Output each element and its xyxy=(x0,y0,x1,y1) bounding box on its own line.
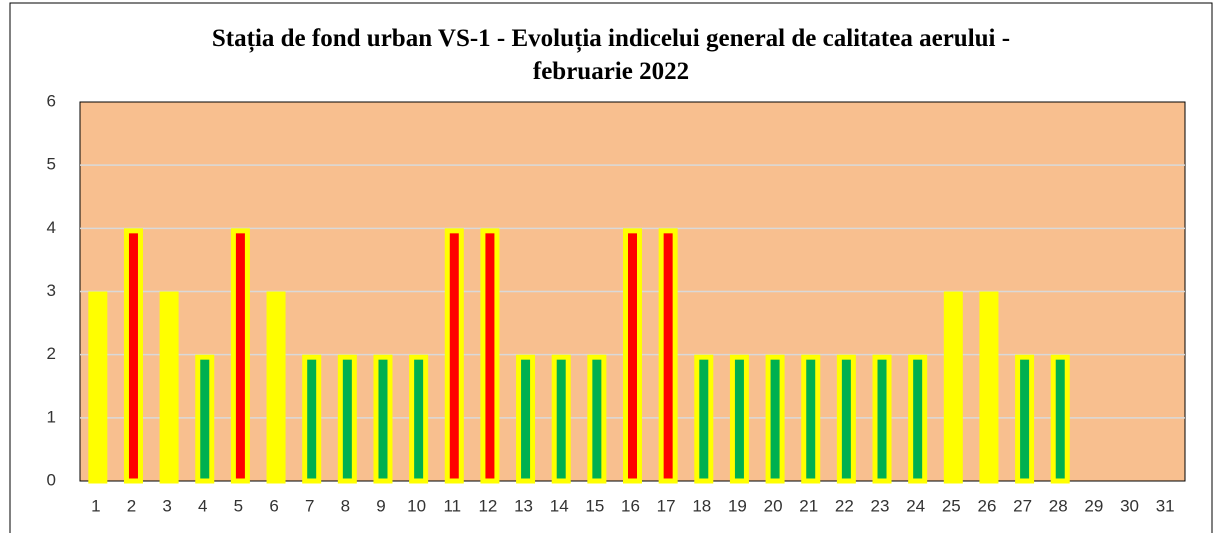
bar xyxy=(123,228,143,484)
bar xyxy=(836,354,856,484)
bar xyxy=(195,354,215,484)
y-tick-label: 2 xyxy=(47,344,56,363)
chart-frame xyxy=(9,2,1213,533)
x-tick-label: 1 xyxy=(91,496,100,515)
bar xyxy=(587,354,607,484)
bar xyxy=(337,354,357,484)
x-tick-label: 19 xyxy=(728,496,747,515)
x-tick-label: 16 xyxy=(621,496,640,515)
bar xyxy=(943,291,963,484)
bar xyxy=(230,228,250,484)
x-tick-label: 20 xyxy=(764,496,783,515)
bar xyxy=(658,228,678,484)
x-tick-label: 2 xyxy=(127,496,136,515)
bar xyxy=(623,228,642,484)
y-tick-label: 1 xyxy=(47,407,56,426)
x-tick-label: 21 xyxy=(799,496,818,515)
x-tick-label: 13 xyxy=(514,496,533,515)
bar xyxy=(409,354,429,484)
bar xyxy=(694,354,714,484)
x-tick-label: 12 xyxy=(478,496,497,515)
x-tick-label: 28 xyxy=(1049,496,1068,515)
x-tick-label: 6 xyxy=(269,496,278,515)
x-tick-label: 18 xyxy=(692,496,711,515)
x-tick-label: 29 xyxy=(1084,496,1103,515)
bar xyxy=(729,354,749,484)
y-tick-label: 0 xyxy=(47,470,56,489)
x-tick-label: 23 xyxy=(871,496,890,515)
y-tick-label: 4 xyxy=(47,218,56,237)
bar xyxy=(444,228,464,484)
x-tick-label: 25 xyxy=(942,496,961,515)
y-tick-label: 6 xyxy=(47,91,56,110)
x-tick-label: 9 xyxy=(376,496,385,515)
x-tick-label: 30 xyxy=(1120,496,1139,515)
y-tick-label: 3 xyxy=(47,281,56,300)
bar xyxy=(302,354,322,484)
x-tick-label: 22 xyxy=(835,496,854,515)
x-tick-label: 26 xyxy=(977,496,996,515)
y-tick-label: 5 xyxy=(47,155,56,174)
x-tick-label: 5 xyxy=(234,496,243,515)
bar xyxy=(765,354,785,484)
x-tick-label: 14 xyxy=(550,496,569,515)
bar xyxy=(908,354,928,484)
x-tick-label: 17 xyxy=(657,496,676,515)
bar xyxy=(979,291,999,484)
x-tick-label: 4 xyxy=(198,496,207,515)
bar xyxy=(266,291,286,484)
bar xyxy=(872,354,892,484)
x-tick-label: 31 xyxy=(1156,496,1175,515)
bar xyxy=(1050,354,1070,484)
x-tick-label: 11 xyxy=(443,496,461,515)
x-tick-label: 15 xyxy=(585,496,604,515)
bar xyxy=(551,354,571,484)
x-tick-label: 10 xyxy=(407,496,426,515)
x-tick-label: 3 xyxy=(162,496,171,515)
x-tick-label: 7 xyxy=(305,496,314,515)
x-tick-label: 27 xyxy=(1013,496,1032,515)
bar xyxy=(159,291,179,484)
bar xyxy=(1015,354,1035,484)
chart-title: Stația de fond urban VS-1 - Evoluția ind… xyxy=(211,25,1011,85)
x-tick-label: 24 xyxy=(906,496,925,515)
x-tick-label: 8 xyxy=(341,496,350,515)
bar xyxy=(801,354,821,484)
bar xyxy=(516,354,536,484)
bar xyxy=(480,228,500,484)
bar xyxy=(373,354,393,484)
bar xyxy=(88,291,108,484)
